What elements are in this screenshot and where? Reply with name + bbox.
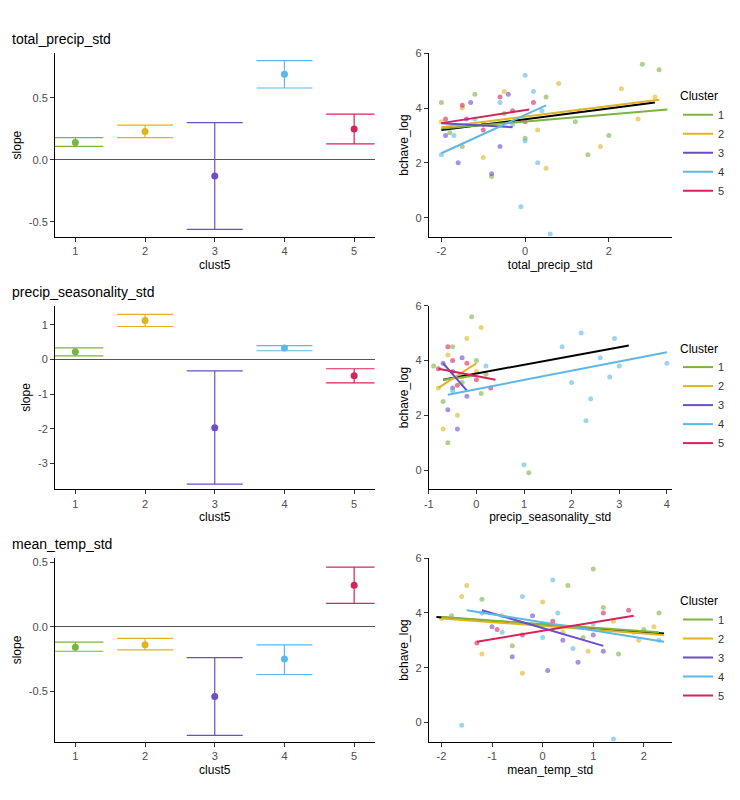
svg-text:4: 4 [718,166,724,178]
svg-text:5: 5 [351,750,357,762]
svg-text:total_precip_std: total_precip_std [12,31,111,47]
svg-text:3: 3 [718,399,724,411]
svg-text:0.0: 0.0 [33,621,48,633]
svg-text:Cluster: Cluster [680,89,718,103]
svg-text:slope: slope [10,130,24,159]
svg-text:2: 2 [606,245,612,257]
svg-text:1: 1 [718,614,724,626]
svg-text:2: 2 [142,750,148,762]
svg-text:1: 1 [72,750,78,762]
svg-text:2: 2 [415,662,421,674]
svg-text:5: 5 [718,185,724,197]
svg-text:0: 0 [42,353,48,365]
svg-text:4: 4 [664,498,670,510]
svg-text:4: 4 [415,102,421,114]
svg-text:6: 6 [415,300,421,312]
svg-text:-1: -1 [38,388,48,400]
svg-text:mean_temp_std: mean_temp_std [12,536,112,552]
svg-text:slope: slope [10,635,24,664]
svg-text:2: 2 [415,409,421,421]
svg-text:Cluster: Cluster [680,342,718,356]
svg-text:4: 4 [415,607,421,619]
svg-text:precip_seasonality_std: precip_seasonality_std [489,510,611,524]
svg-text:-0.5: -0.5 [29,216,48,228]
svg-text:clust5: clust5 [199,510,231,524]
svg-text:2: 2 [569,498,575,510]
svg-text:0: 0 [522,245,528,257]
svg-text:1: 1 [42,319,48,331]
svg-text:3: 3 [718,652,724,664]
svg-text:1: 1 [590,750,596,762]
svg-text:3: 3 [212,750,218,762]
svg-text:2: 2 [415,157,421,169]
svg-text:bchave_log: bchave_log [397,619,411,680]
svg-text:3: 3 [616,498,622,510]
svg-text:4: 4 [718,671,724,683]
svg-text:2: 2 [718,633,724,645]
svg-text:0.0: 0.0 [33,154,48,166]
svg-text:slope: slope [19,383,33,412]
svg-text:5: 5 [718,437,724,449]
svg-text:2: 2 [641,750,647,762]
svg-text:4: 4 [415,354,421,366]
svg-text:3: 3 [212,498,218,510]
svg-text:2: 2 [718,128,724,140]
svg-text:5: 5 [351,498,357,510]
svg-text:0: 0 [473,498,479,510]
svg-text:4: 4 [281,498,287,510]
svg-text:bchave_log: bchave_log [397,114,411,175]
svg-text:clust5: clust5 [199,258,231,272]
svg-text:3: 3 [212,245,218,257]
svg-text:0: 0 [415,716,421,728]
svg-text:4: 4 [281,245,287,257]
svg-text:4: 4 [281,750,287,762]
svg-text:1: 1 [718,109,724,121]
svg-text:clust5: clust5 [199,763,231,777]
svg-text:-2: -2 [436,245,446,257]
svg-text:5: 5 [718,690,724,702]
svg-text:0.5: 0.5 [33,556,48,568]
svg-text:-2: -2 [38,423,48,435]
svg-text:1: 1 [72,498,78,510]
svg-text:1: 1 [718,361,724,373]
svg-text:6: 6 [415,47,421,59]
svg-text:2: 2 [718,380,724,392]
svg-text:3: 3 [718,147,724,159]
svg-text:0: 0 [540,750,546,762]
svg-text:0.5: 0.5 [33,92,48,104]
svg-text:0: 0 [415,212,421,224]
svg-text:6: 6 [415,552,421,564]
svg-text:-0.5: -0.5 [29,685,48,697]
svg-text:total_precip_std: total_precip_std [508,258,593,272]
svg-text:2: 2 [142,245,148,257]
svg-text:precip_seasonality_std: precip_seasonality_std [12,284,154,300]
svg-text:0: 0 [415,464,421,476]
svg-text:2: 2 [142,498,148,510]
svg-text:bchave_log: bchave_log [397,367,411,428]
svg-text:-2: -2 [437,750,447,762]
svg-text:4: 4 [718,418,724,430]
svg-text:-1: -1 [487,750,497,762]
svg-text:-3: -3 [38,457,48,469]
svg-text:-1: -1 [424,498,434,510]
svg-text:1: 1 [72,245,78,257]
svg-text:1: 1 [521,498,527,510]
svg-text:5: 5 [351,245,357,257]
svg-text:Cluster: Cluster [680,594,718,608]
svg-text:mean_temp_std: mean_temp_std [507,763,593,777]
